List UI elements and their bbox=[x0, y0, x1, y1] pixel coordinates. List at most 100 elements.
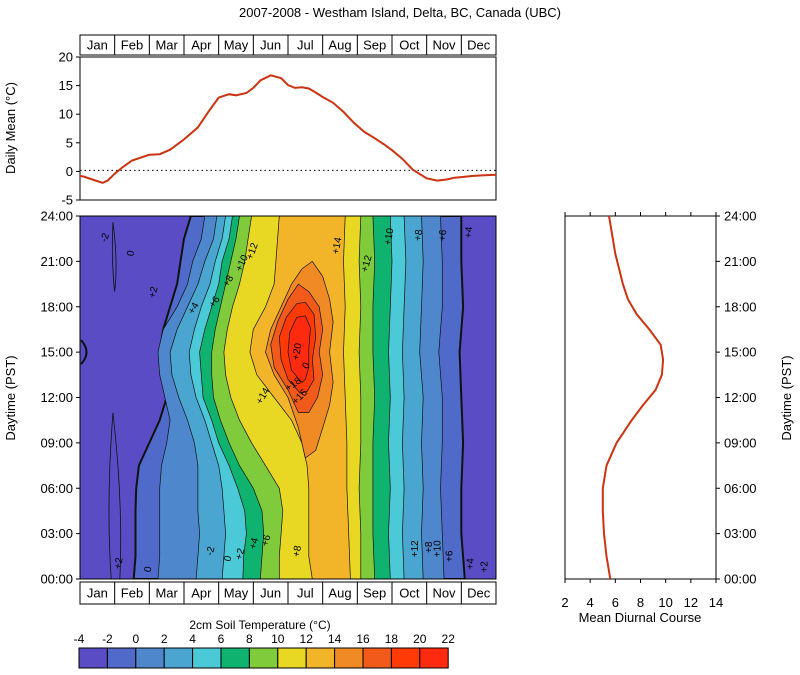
contour-label: 0 bbox=[143, 565, 155, 573]
diurnal-x-tick-label: 2 bbox=[561, 595, 568, 610]
colorbar: 2cm Soil Temperature (°C) -4 -2 0 2 4 6 8 10 12 1… bbox=[74, 618, 456, 669]
contour-label: +2 bbox=[147, 285, 161, 299]
top-month-label: Dec bbox=[467, 38, 491, 53]
diurnal-x-tick-label: 10 bbox=[658, 595, 672, 610]
contour-label: +8 bbox=[291, 544, 304, 558]
bottom-month-label: Jul bbox=[297, 586, 314, 601]
bottom-month-label: Oct bbox=[399, 586, 420, 601]
colorbar-tick-label: -4 bbox=[74, 632, 85, 646]
daily-mean-y-tick-label: 20 bbox=[59, 50, 73, 65]
daily-mean-y-tick-label: -5 bbox=[61, 193, 73, 208]
colorbar-tick-label: 22 bbox=[442, 632, 456, 646]
colorbar-cell bbox=[78, 647, 108, 669]
contour-label: +4 bbox=[465, 558, 476, 570]
contour-label: +10 bbox=[383, 227, 397, 246]
colorbar-cell bbox=[334, 647, 364, 669]
contour-label: +10 bbox=[433, 540, 444, 557]
heatmap-y-tick-label: 12:00 bbox=[40, 390, 73, 405]
contour-label: +8 bbox=[424, 541, 435, 553]
diurnal-y-tick-label: 12:00 bbox=[724, 390, 757, 405]
diurnal-y-tick-label: 18:00 bbox=[724, 299, 757, 314]
top-month-label: Jul bbox=[297, 38, 314, 53]
diurnal-y-tick-label: 06:00 bbox=[724, 481, 757, 496]
colorbar-tick-label: -2 bbox=[102, 632, 113, 646]
colorbar-cell bbox=[135, 647, 165, 669]
diurnal-series-line bbox=[601, 215, 665, 580]
heatmap-band-22c bbox=[287, 315, 311, 383]
heatmap-zero-contour-jan bbox=[80, 339, 88, 365]
heatmap-y-tick-label: 00:00 bbox=[40, 572, 73, 587]
top-month-label: Oct bbox=[399, 38, 420, 53]
diurnal-x-tick-label: 4 bbox=[587, 595, 594, 610]
contour-label: +8 bbox=[413, 228, 426, 241]
daily-mean-series-line bbox=[79, 74, 497, 184]
diurnal-y-tick-label: 00:00 bbox=[724, 572, 757, 587]
contour-label: +6 bbox=[445, 550, 456, 562]
top-month-label: Feb bbox=[121, 38, 143, 53]
diurnal-x-tick-label: 12 bbox=[684, 595, 698, 610]
top-month-label: Mar bbox=[155, 38, 178, 53]
contour-label: +12 bbox=[410, 540, 421, 557]
colorbar-label: 2cm Soil Temperature (°C) bbox=[189, 618, 330, 632]
top-month-label: May bbox=[224, 38, 249, 53]
colorbar-cell bbox=[220, 647, 250, 669]
colorbar-tick-label: 20 bbox=[413, 632, 427, 646]
heatmap-axis-label: Daytime (PST) bbox=[3, 355, 18, 440]
daily-mean-axis-label: Daily Mean (°C) bbox=[3, 82, 18, 174]
diurnal-x-tick-label: 14 bbox=[709, 595, 723, 610]
daily-mean-y-tick-label: 15 bbox=[59, 78, 73, 93]
heatmap-y-tick-label: 18:00 bbox=[40, 299, 73, 314]
diurnal-x-tick-label: 8 bbox=[637, 595, 644, 610]
bottom-month-label: Jun bbox=[260, 586, 281, 601]
bottom-month-label: Sep bbox=[363, 586, 386, 601]
colorbar-tick-label: 8 bbox=[246, 632, 253, 646]
colorbar-cell bbox=[277, 647, 307, 669]
chart-title: 2007-2008 - Westham Island, Delta, BC, C… bbox=[239, 5, 561, 20]
diurnal-axis-label: Mean Diurnal Course bbox=[579, 610, 702, 625]
colorbar-cell bbox=[362, 647, 392, 669]
colorbar-tick-label: 4 bbox=[189, 632, 196, 646]
heatmap-y-tick-label: 24:00 bbox=[40, 209, 73, 224]
contour-label: +4 bbox=[186, 300, 201, 316]
daily-mean-plot-frame bbox=[79, 56, 497, 201]
contour-label: +20 bbox=[291, 342, 305, 361]
contour-label: +2 bbox=[479, 561, 490, 573]
top-month-label: Apr bbox=[191, 38, 212, 53]
heatmap-minus2-contour-top bbox=[111, 221, 117, 292]
heatmap-y-tick-label: 03:00 bbox=[40, 526, 73, 541]
contour-label: +4 bbox=[463, 226, 475, 239]
heatmap-minus2-contour-bottom bbox=[108, 412, 122, 579]
diurnal-y-tick-label: 21:00 bbox=[724, 254, 757, 269]
colorbar-tick-label: 6 bbox=[218, 632, 225, 646]
diurnal-y-tick-label: 15:00 bbox=[724, 345, 757, 360]
diurnal-y-tick-label: 24:00 bbox=[724, 209, 757, 224]
colorbar-cell bbox=[192, 647, 222, 669]
colorbar-cell bbox=[419, 647, 449, 669]
heatmap-y-tick-label: 15:00 bbox=[40, 345, 73, 360]
contour-label: +8 bbox=[221, 273, 236, 289]
diurnal-y-axis-label: Daytime (PST) bbox=[779, 355, 794, 440]
daily-mean-y-tick-label: 10 bbox=[59, 107, 73, 122]
colorbar-tick-label: 10 bbox=[271, 632, 285, 646]
colorbar-cell bbox=[163, 647, 194, 669]
colorbar-tick-label: 2 bbox=[161, 632, 168, 646]
contour-label: -2 bbox=[99, 231, 113, 244]
colorbar-tick-label: 14 bbox=[328, 632, 342, 646]
bottom-month-label: Mar bbox=[155, 586, 178, 601]
contour-label: +6 bbox=[260, 533, 274, 547]
bottom-month-label: Aug bbox=[328, 586, 351, 601]
daily-mean-y-tick-label: 0 bbox=[66, 164, 73, 179]
heatmap-y-tick-label: 21:00 bbox=[40, 254, 73, 269]
colorbar-tick-label: 16 bbox=[356, 632, 370, 646]
contour-label: +6 bbox=[437, 229, 449, 242]
diurnal-y-tick-label: 09:00 bbox=[724, 435, 757, 450]
contour-label: +12 bbox=[360, 254, 375, 274]
soil-temperature-heatmap-panel: -20+2+4 +6+8+10+12+14 +16+18+20+14+12+10 +8… bbox=[3, 209, 497, 605]
daily-mean-y-tick-label: 5 bbox=[66, 135, 73, 150]
top-month-label: Jun bbox=[260, 38, 281, 53]
contour-label: 0 bbox=[300, 360, 313, 371]
colorbar-tick-label: 12 bbox=[300, 632, 314, 646]
bottom-month-label: Feb bbox=[121, 586, 143, 601]
